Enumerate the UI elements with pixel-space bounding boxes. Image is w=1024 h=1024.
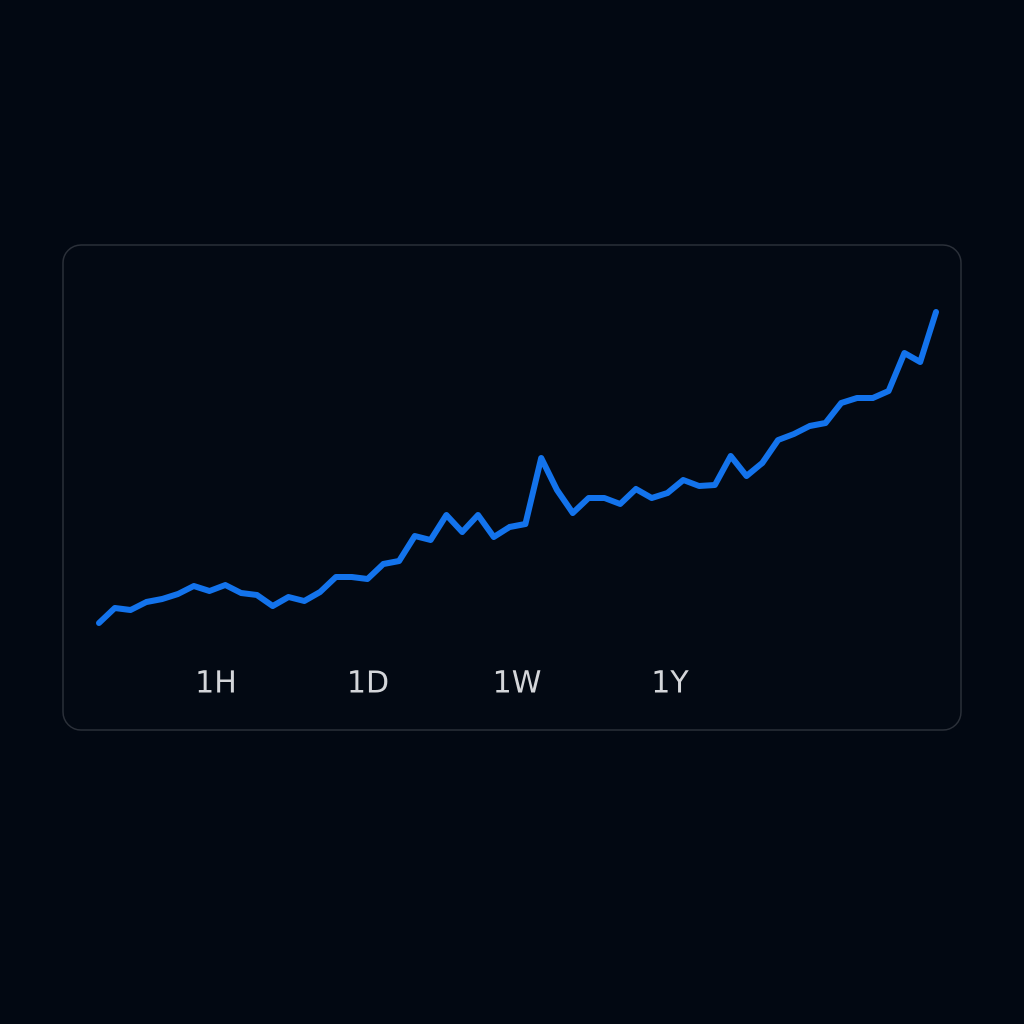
price-line <box>96 309 939 626</box>
time-range-button[interactable]: 1W <box>493 666 542 701</box>
chart-card <box>62 244 962 731</box>
time-range-button[interactable]: 1Y <box>651 666 689 701</box>
time-range-button[interactable]: 1H <box>195 666 237 701</box>
time-range-button[interactable]: 1D <box>347 666 389 701</box>
